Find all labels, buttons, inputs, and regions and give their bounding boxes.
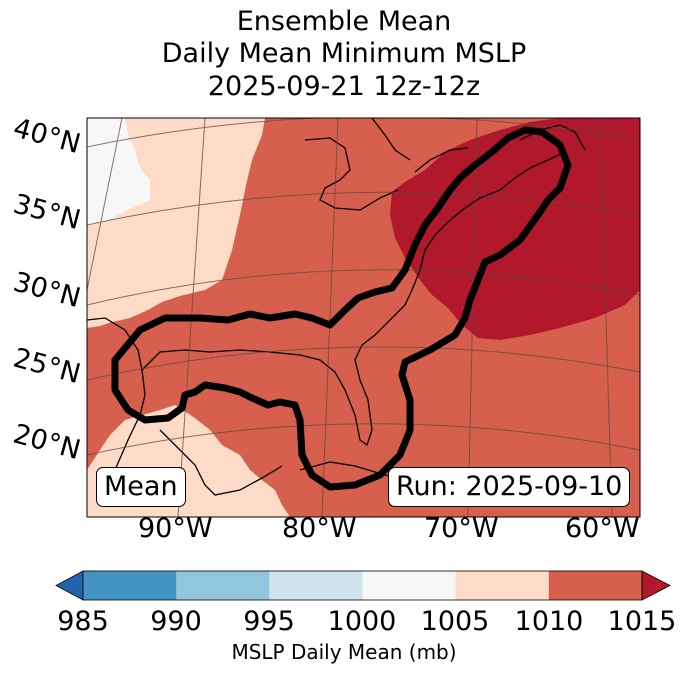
colorbar-label: MSLP Daily Mean (mb) [231, 640, 457, 664]
colorbar-tick-1005: 1005 [420, 606, 490, 637]
colorbar-bin-985-990 [83, 571, 177, 600]
mean-label-box: Mean [96, 467, 186, 507]
colorbar-bin-over-1015 [641, 570, 671, 601]
map-frame [86, 117, 641, 518]
colorbar-tick-1015: 1015 [607, 606, 677, 637]
colorbar-bin-1005-1010 [455, 571, 550, 600]
colorbar-tick-995: 995 [243, 606, 295, 637]
lon-label-80w: 80°W [282, 513, 357, 544]
title-line-3: 2025-09-21 12z-12z [207, 71, 481, 102]
colorbar-tick-990: 990 [150, 606, 202, 637]
colorbar-tick-985: 985 [57, 606, 109, 637]
colorbar-bin-990-995 [176, 571, 270, 600]
field-1000-1005 [87, 118, 150, 226]
run-label-box: Run: 2025-09-10 [388, 467, 631, 507]
map-field [87, 118, 640, 517]
colorbar-bin-995-1000 [269, 571, 363, 600]
lon-label-60w: 60°W [565, 513, 640, 544]
lon-label-70w: 70°W [424, 513, 499, 544]
colorbar-bin-1000-1005 [362, 571, 457, 600]
colorbar-bin-1010-1015 [548, 571, 643, 600]
lon-label-90w: 90°W [138, 513, 213, 544]
ensemble-contour [111, 126, 572, 491]
gridlines [87, 118, 640, 517]
colorbar-tick-1010: 1010 [514, 606, 584, 637]
colorbar-bin-under-985 [55, 570, 84, 601]
title-line-2: Daily Mean Minimum MSLP [161, 38, 527, 69]
colorbar-frame [82, 570, 643, 601]
colorbar-tick-1000: 1000 [327, 606, 397, 637]
title-line-1: Ensemble Mean [236, 6, 452, 37]
